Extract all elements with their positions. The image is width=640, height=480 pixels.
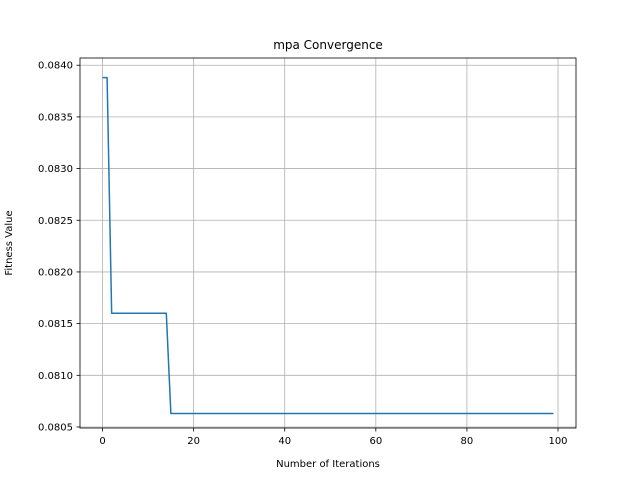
x-tick-label: 0 [99,436,105,447]
x-tick-label: 80 [461,436,474,447]
plot-frame [79,57,577,429]
x-axis-label: Number of Iterations [276,459,380,470]
y-tick-label: 0.0825 [38,216,73,227]
y-tick-label: 0.0835 [38,112,73,123]
series-line [102,76,554,415]
y-tick-label: 0.0810 [38,371,73,382]
x-tick-label: 20 [187,436,200,447]
y-tick-label: 0.0820 [38,267,73,278]
x-tick-label: 40 [278,436,291,447]
y-axis-label: Fitness Value [4,210,15,275]
y-axis-ticks: 0.0805 0.0810 0.0815 0.0820 0.0825 0.0830 0.08… [38,61,80,433]
y-tick-label: 0.0805 [38,422,73,433]
y-tick-label: 0.0815 [38,319,73,330]
y-tick-label: 0.0840 [38,61,73,72]
plot-lines [102,76,554,415]
x-tick-label: 100 [548,436,567,447]
y-tick-label: 0.0830 [38,164,73,175]
chart-title: mpa Convergence [273,38,383,52]
x-tick-label: 60 [369,436,382,447]
x-axis-ticks: 0 20 40 60 80 100 [99,428,568,447]
grid [80,58,576,428]
